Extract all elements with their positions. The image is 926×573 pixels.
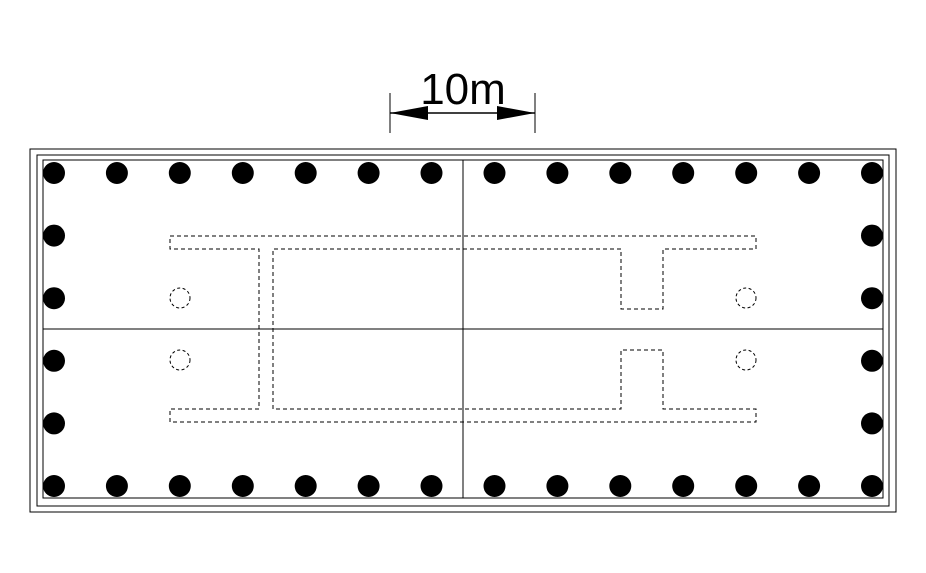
scale-bar-label: 10m — [420, 65, 506, 114]
peristyle-column — [861, 475, 883, 497]
peristyle-column — [168, 162, 191, 184]
peristyle-column — [357, 475, 380, 497]
peristyle-column — [231, 475, 254, 497]
peristyle-column — [420, 475, 443, 497]
peristyle-column — [168, 475, 191, 497]
interior-column-circle — [735, 349, 757, 371]
peristyle-column — [546, 475, 569, 497]
peristyle-column — [231, 162, 254, 184]
peristyle-column — [43, 162, 65, 184]
peristyle-column — [357, 162, 380, 184]
peristyle-column — [43, 475, 65, 497]
peristyle-column — [861, 349, 883, 372]
peristyle-column — [294, 475, 317, 497]
stylobate — [29, 148, 897, 513]
peristyle-column — [43, 412, 65, 435]
peristyle-columns — [43, 162, 883, 497]
interior-column-circle — [169, 349, 191, 371]
peristyle-column — [735, 162, 758, 184]
peristyle-column — [861, 412, 883, 435]
scale-bar-arrow-right — [497, 106, 535, 120]
scale-bar: 10m — [389, 65, 536, 133]
interior-columns — [169, 287, 757, 371]
peristyle-column — [294, 162, 317, 184]
peristyle-column — [546, 162, 569, 184]
peristyle-column — [105, 162, 128, 184]
peristyle-column — [798, 475, 821, 497]
peristyle-column — [861, 162, 883, 184]
peristyle-column — [105, 475, 128, 497]
peristyle-column — [483, 475, 506, 497]
peristyle-column — [483, 162, 506, 184]
peristyle-column — [672, 475, 695, 497]
peristyle-column — [672, 162, 695, 184]
interior-column-circle — [735, 287, 757, 309]
stylobate-outer-edge — [29, 148, 897, 513]
peristyle-column — [420, 162, 443, 184]
peristyle-column — [798, 162, 821, 184]
naos-walls — [169, 235, 757, 423]
peristyle-column — [735, 475, 758, 497]
peristyle-column — [43, 349, 65, 372]
interior-column-circle — [169, 287, 191, 309]
peristyle-column — [609, 162, 632, 184]
peristyle-column — [43, 224, 65, 247]
peristyle-column — [43, 287, 65, 310]
peristyle-column — [861, 287, 883, 310]
peristyle-column — [861, 224, 883, 247]
stylobate-middle-edge — [36, 154, 890, 507]
peristyle-column — [609, 475, 632, 497]
scale-bar-arrow-left — [390, 106, 428, 120]
